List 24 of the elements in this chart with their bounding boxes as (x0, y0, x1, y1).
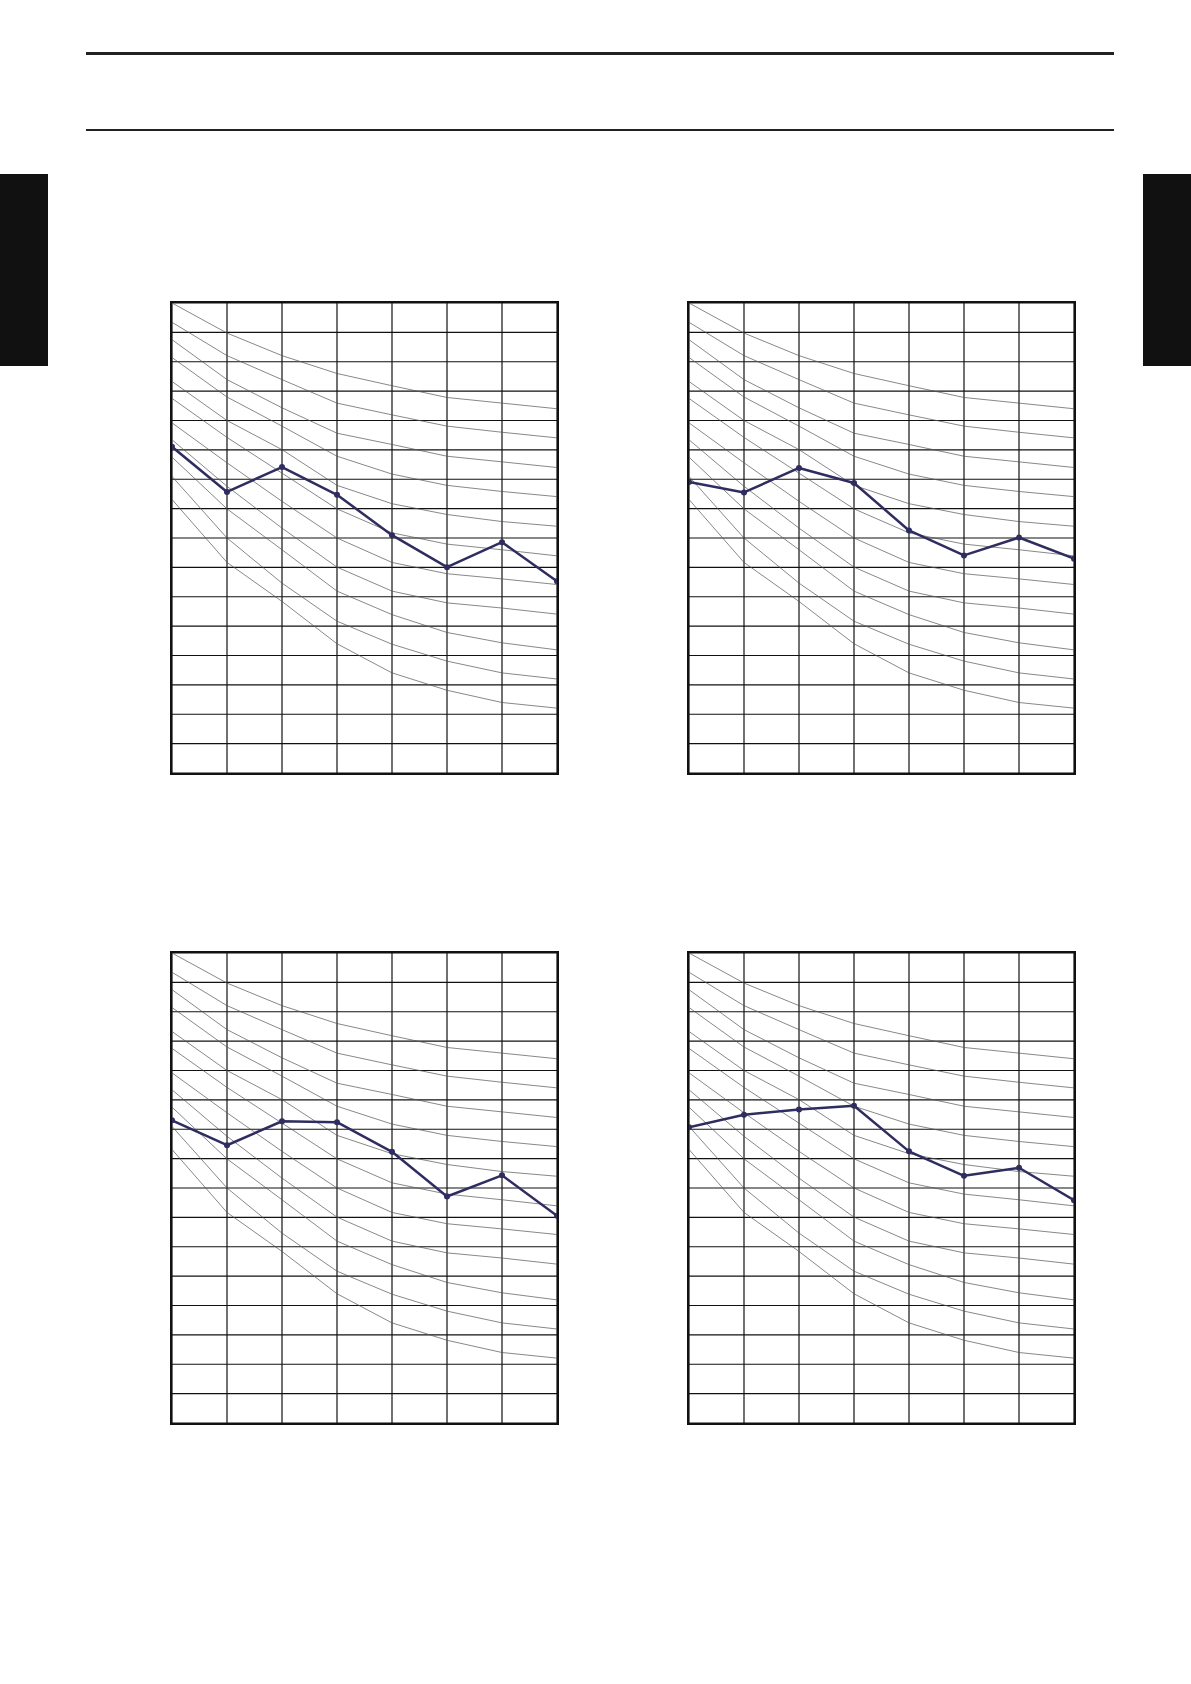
point (224, 488, 230, 495)
point (961, 1172, 967, 1179)
point (224, 1142, 230, 1149)
point (444, 1193, 450, 1200)
point (1016, 534, 1022, 541)
point (499, 1172, 505, 1179)
point (906, 527, 912, 534)
point (499, 539, 505, 546)
point (851, 1102, 857, 1109)
point (389, 532, 395, 539)
point (334, 1119, 340, 1126)
point (961, 552, 967, 559)
point (851, 480, 857, 487)
point (741, 1111, 747, 1118)
point (389, 1148, 395, 1155)
point (796, 1106, 802, 1113)
point (796, 464, 802, 471)
point (1016, 1164, 1022, 1171)
point (279, 464, 285, 471)
point (741, 489, 747, 496)
point (444, 564, 450, 571)
point (334, 491, 340, 498)
point (279, 1118, 285, 1125)
point (906, 1148, 912, 1155)
